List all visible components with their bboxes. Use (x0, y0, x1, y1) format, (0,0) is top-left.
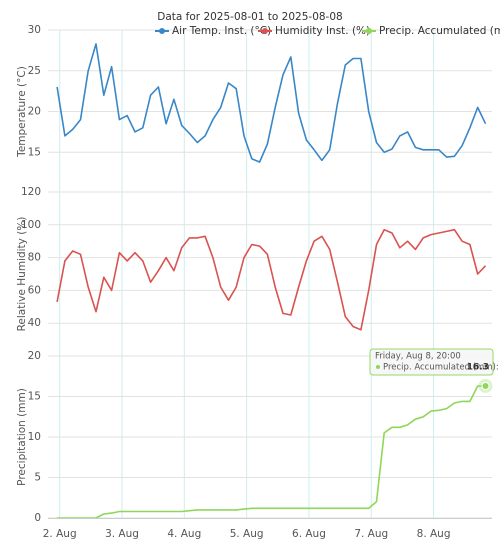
y-tick-label: 100 (21, 219, 41, 231)
legend-marker (366, 28, 372, 34)
tooltip-box (369, 348, 494, 376)
x-tick-label: 5. Aug (230, 528, 264, 540)
y-tick-label: 60 (28, 284, 41, 296)
y-tick-label: 40 (28, 317, 41, 329)
chart-title: Data for 2025-08-01 to 2025-08-08 (157, 11, 342, 23)
legend-label: Air Temp. Inst. (°C) (172, 25, 271, 37)
x-tick-label: 6. Aug (292, 528, 326, 540)
y-tick-label: 30 (28, 24, 41, 36)
y-tick-label: 0 (34, 512, 41, 524)
y-tick-label: 80 (28, 252, 41, 264)
y-tick-label: 20 (28, 350, 41, 362)
tooltip-value: 16.3 (467, 363, 489, 373)
legend-marker (159, 28, 165, 34)
series-line (56, 43, 487, 163)
x-tick-label: 7. Aug (354, 528, 388, 540)
y-tick-label: 15 (28, 391, 41, 403)
series-line (56, 228, 487, 331)
tooltip-title: Friday, Aug 8, 20:00 (375, 352, 461, 362)
y-axis-label: Temperature (°C) (16, 66, 28, 158)
legend-marker (262, 28, 268, 34)
x-tick-label: 8. Aug (417, 528, 451, 540)
legend-label: Humidity Inst. (%) (275, 25, 370, 37)
y-tick-label: 120 (21, 186, 41, 198)
y-tick-label: 20 (28, 106, 41, 118)
tooltip-label: Precip. Accumulated (mm): (383, 363, 499, 373)
y-tick-label: 15 (28, 146, 41, 158)
series-line (57, 385, 486, 519)
tooltip-dot (376, 365, 380, 369)
y-tick-label: 10 (28, 431, 41, 443)
y-tick-label: 5 (34, 472, 41, 484)
x-tick-label: 2. Aug (43, 528, 77, 540)
y-axis-label: Relative Humidity (%) (16, 217, 28, 332)
x-tick-label: 3. Aug (105, 528, 139, 540)
y-axis-label: Precipitation (mm) (16, 388, 28, 486)
x-tick-label: 4. Aug (167, 528, 201, 540)
y-tick-label: 25 (28, 65, 41, 77)
legend-label: Precip. Accumulated (mm) (379, 25, 500, 37)
hover-marker (481, 381, 490, 390)
